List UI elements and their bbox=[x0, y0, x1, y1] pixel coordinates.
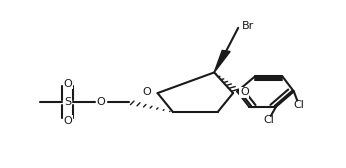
Text: O: O bbox=[240, 87, 249, 97]
Text: S: S bbox=[64, 97, 71, 107]
Text: Cl: Cl bbox=[263, 115, 274, 125]
Text: Cl: Cl bbox=[293, 100, 304, 110]
Text: O: O bbox=[63, 79, 72, 89]
Text: O: O bbox=[142, 87, 151, 97]
Text: O: O bbox=[97, 97, 105, 107]
Polygon shape bbox=[214, 50, 230, 72]
Text: Br: Br bbox=[242, 21, 254, 31]
Text: O: O bbox=[63, 116, 72, 126]
